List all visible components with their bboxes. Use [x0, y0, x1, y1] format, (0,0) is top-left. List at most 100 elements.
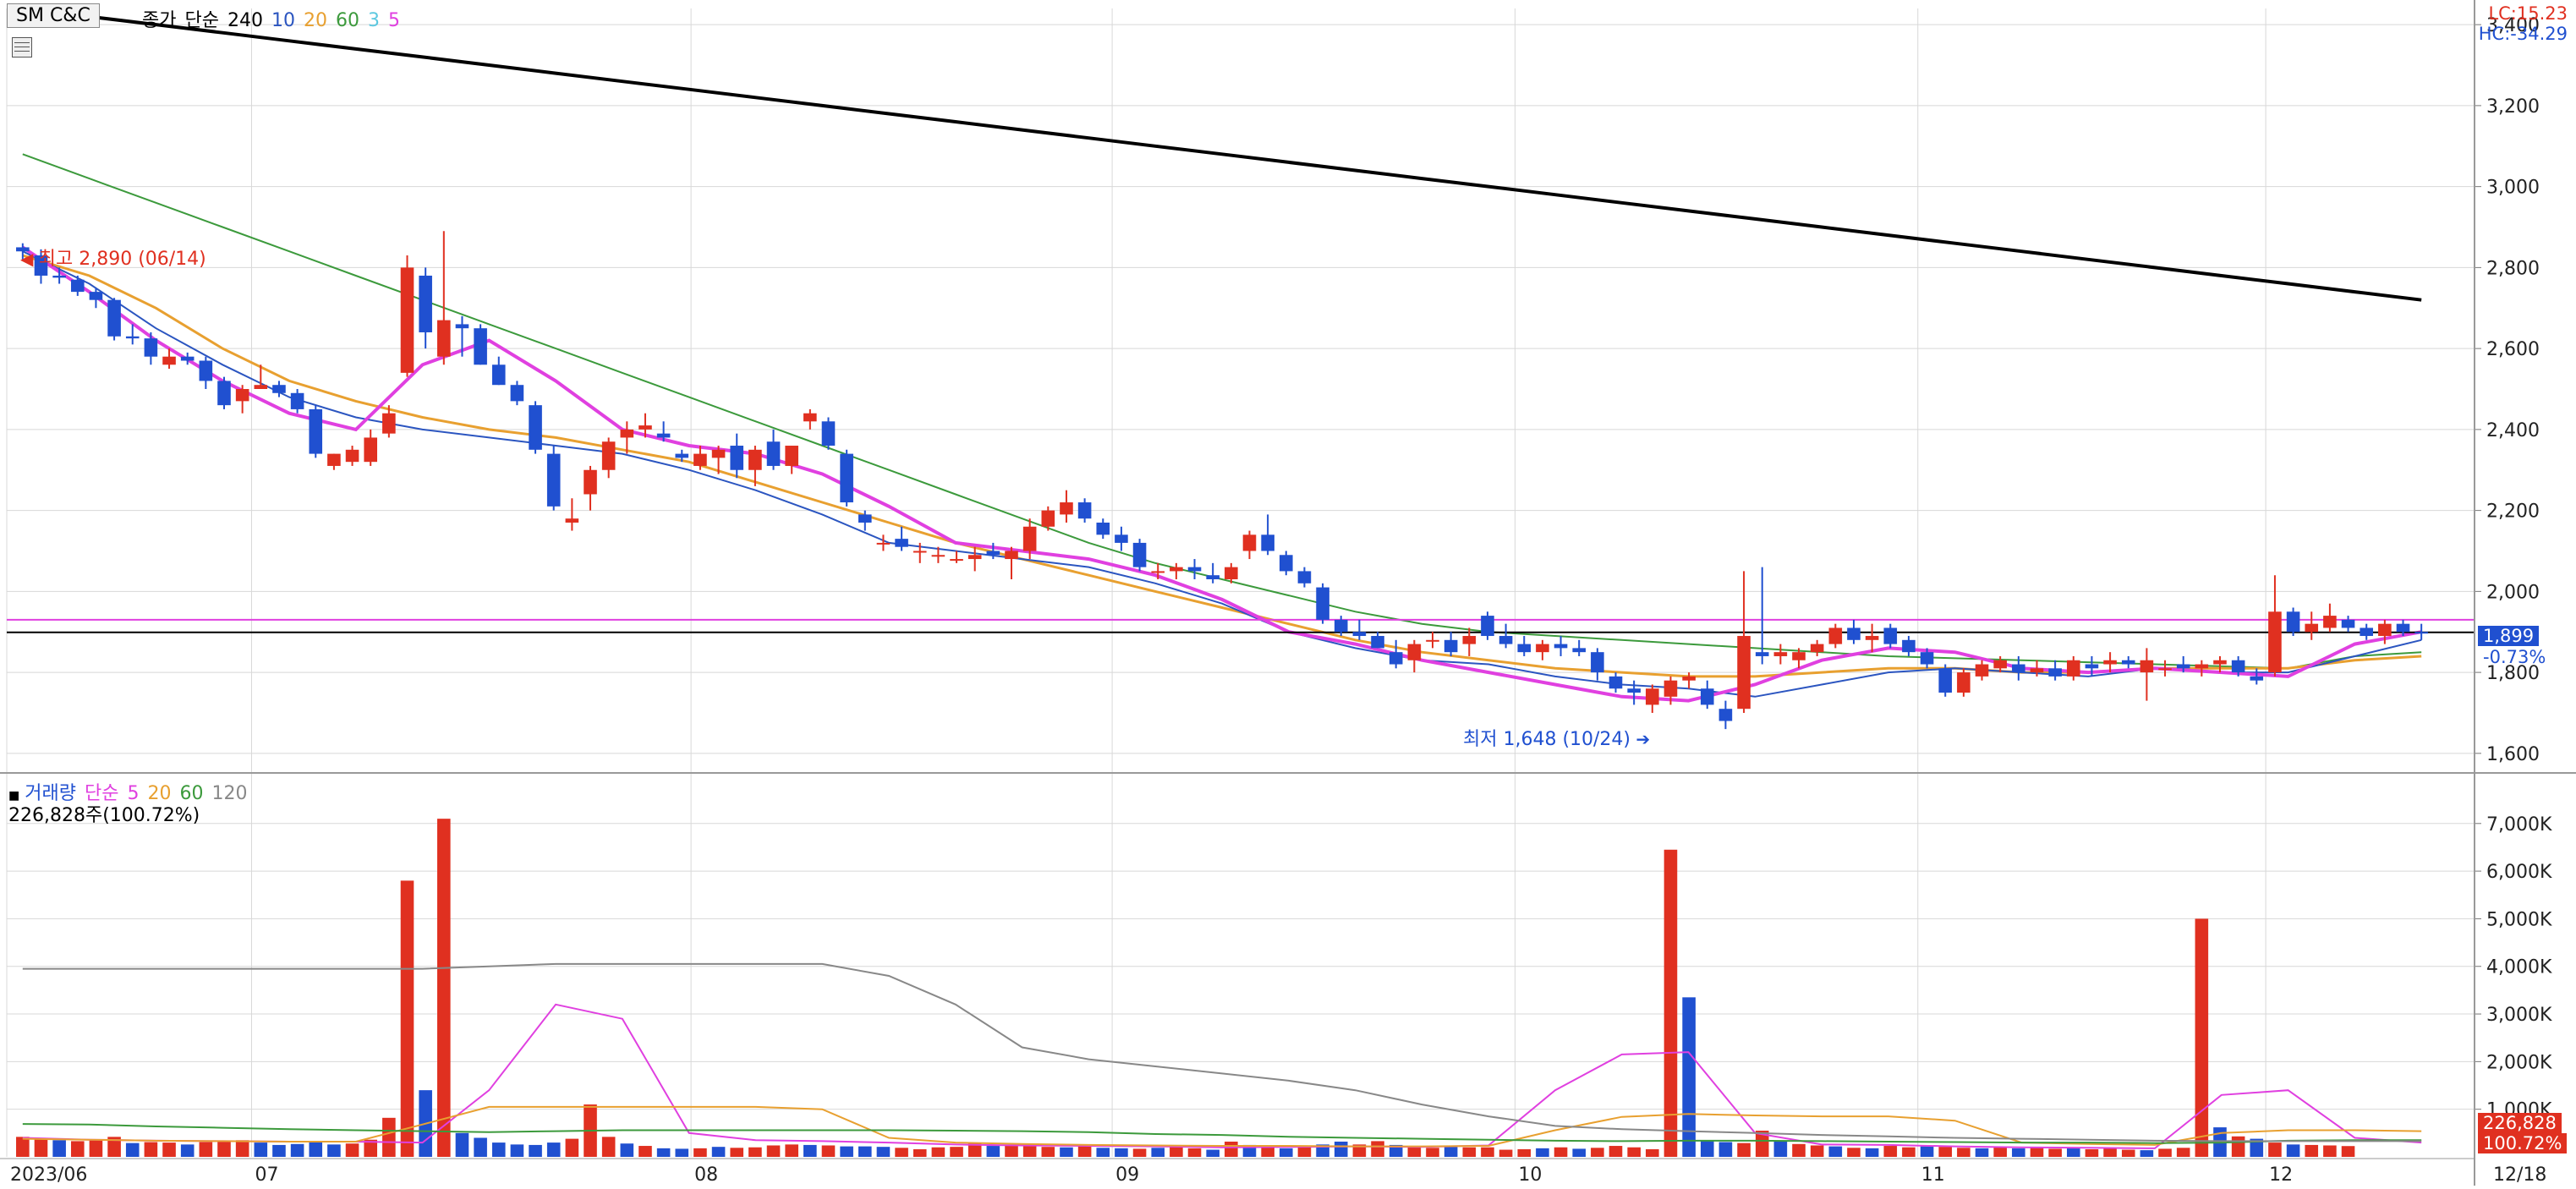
- calendar-icon[interactable]: [12, 37, 32, 58]
- volume-bar: [400, 880, 414, 1157]
- candle-body: [272, 385, 286, 393]
- volume-tick-label: 5,000K: [2486, 909, 2552, 930]
- volume-bar: [748, 1147, 762, 1157]
- x-tick-label: 10: [1518, 1164, 1542, 1186]
- candle-body: [2158, 668, 2172, 671]
- volume-bar: [364, 1139, 377, 1157]
- volume-bar: [1316, 1144, 1329, 1157]
- candle-body: [1132, 542, 1147, 567]
- volume-bar: [1646, 1148, 1659, 1157]
- candle-body: [620, 429, 634, 438]
- volume-bar: [180, 1144, 195, 1157]
- candle-body: [254, 385, 268, 389]
- ma240-legend: 240: [227, 10, 263, 31]
- price-tick-label: 2,400: [2486, 420, 2540, 441]
- candle-body: [70, 279, 85, 293]
- volume-bar: [455, 1132, 469, 1157]
- volume-bar: [620, 1143, 634, 1157]
- candle-body: [748, 449, 762, 470]
- candle-body: [967, 555, 982, 560]
- candle-body: [2121, 660, 2135, 665]
- change-label: -0.73%: [2483, 647, 2546, 667]
- candle-body: [876, 542, 891, 545]
- volume-bar: [858, 1146, 872, 1157]
- candle-body: [1718, 709, 1733, 721]
- volume-tick-label: 6,000K: [2486, 862, 2552, 883]
- price-tick-label: 2,600: [2486, 339, 2540, 360]
- volume-bar: [1718, 1142, 1733, 1157]
- candle-body: [1828, 627, 1843, 644]
- volume-bar: [2121, 1149, 2135, 1157]
- candle-body: [1591, 652, 1604, 673]
- candle-body: [2030, 668, 2044, 673]
- candle-body: [1938, 668, 1953, 693]
- volume-bar: [1975, 1148, 1989, 1157]
- vol-ma60-legend: 60: [179, 783, 204, 804]
- candle-body: [1572, 648, 1586, 653]
- volume-bar: [2140, 1150, 2154, 1157]
- candle-body: [1792, 652, 1806, 660]
- volume-ma-type: 단순: [84, 783, 119, 804]
- volume-bar: [1737, 1142, 1751, 1157]
- volume-bar: [52, 1140, 66, 1157]
- candle-body: [601, 441, 616, 470]
- price-tick-label: 1,600: [2486, 744, 2540, 765]
- candle-body: [913, 551, 927, 553]
- volume-bar: [1536, 1148, 1549, 1157]
- current-price-badge: 1,899: [2478, 626, 2540, 646]
- candle-body: [290, 392, 304, 409]
- volume-ma120-line: [22, 962, 2422, 1142]
- ma240-line: [22, 10, 2422, 302]
- candle-body: [1371, 636, 1384, 649]
- volume-bar: [1151, 1148, 1165, 1157]
- volume-bar: [272, 1144, 286, 1157]
- candle-body: [52, 275, 66, 278]
- candle-body: [1499, 636, 1513, 644]
- price-tick-label: 3,400: [2486, 15, 2540, 36]
- volume-bar: [693, 1148, 707, 1157]
- volume-bar: [711, 1147, 726, 1157]
- volume-bar: [1755, 1131, 1769, 1157]
- volume-bar: [1554, 1147, 1568, 1157]
- candle-body: [2378, 623, 2392, 637]
- candle-body: [1847, 627, 1861, 640]
- ticker-tab[interactable]: SM C&C: [7, 3, 100, 28]
- candle-body: [675, 453, 689, 458]
- volume-bar: [309, 1141, 323, 1157]
- candle-body: [2231, 660, 2245, 673]
- candle-body: [2305, 623, 2319, 633]
- close-icon[interactable]: ■: [8, 789, 20, 803]
- volume-value-badge: 226,828: [2478, 1113, 2562, 1133]
- volume-bar: [601, 1137, 616, 1157]
- candle-body: [419, 275, 432, 332]
- volume-bar: [162, 1142, 176, 1157]
- candle-body: [1627, 688, 1641, 693]
- candle-body: [1407, 644, 1422, 660]
- volume-bar: [1572, 1148, 1586, 1157]
- volume-bar: [1957, 1148, 1970, 1157]
- price-tick-label: 2,000: [2486, 582, 2540, 603]
- volume-ma5-line: [22, 1003, 2422, 1149]
- candle-body: [1151, 571, 1165, 573]
- candle-body: [1481, 616, 1494, 637]
- candle-body: [2268, 611, 2282, 673]
- candle-body: [345, 449, 359, 463]
- candle-body: [125, 336, 140, 339]
- volume-bar: [2341, 1146, 2355, 1157]
- volume-bar: [2305, 1144, 2319, 1157]
- price-label: 종가: [142, 10, 177, 31]
- candle-body: [235, 389, 249, 402]
- volume-bar: [290, 1143, 304, 1157]
- vol-ma20-legend: 20: [147, 783, 172, 804]
- volume-bar: [70, 1141, 85, 1157]
- candle-body: [821, 421, 836, 447]
- volume-bar: [675, 1148, 689, 1157]
- price-legend: 종가 단순 240 10 20 60 3 5: [142, 5, 408, 32]
- candle-body: [217, 381, 231, 406]
- candle-body: [1060, 502, 1073, 515]
- candle-body: [34, 255, 48, 276]
- candle-body: [2360, 627, 2374, 637]
- candle-body: [2195, 664, 2209, 669]
